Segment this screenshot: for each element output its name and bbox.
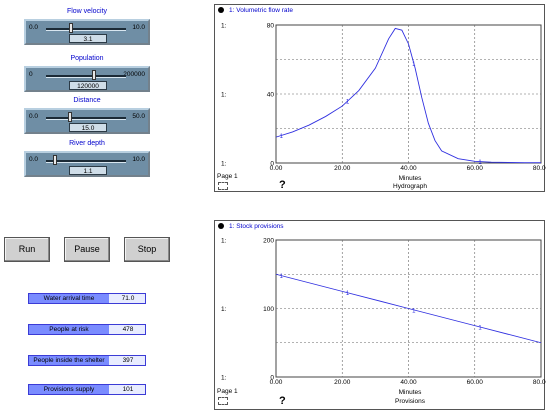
x-axis-unit: Minutes [398,175,422,182]
x-tick-label: 20.00 [334,379,351,386]
x-tick-label: 80.00 [533,165,546,172]
series-marker: 1 [280,134,284,140]
stop-button[interactable]: Stop [124,237,170,262]
graph-caption: Hydrograph [393,183,427,190]
meter-value: 71.0 [121,295,135,302]
slider-min: 0.0 [29,24,39,31]
series-line [275,273,542,344]
hydrograph-chart: 0.00 20.00 40.00 60.00 80.00 0 1: 40 1: 80 1: 1 1 1 1 [221,23,546,173]
slider-thumb[interactable] [52,155,57,165]
river-depth-value[interactable]: 1.1 [69,166,107,175]
slider-track[interactable] [46,75,126,78]
series-marker: 1 [412,308,416,314]
population-label: Population [70,55,104,62]
y-tick-label: 200 [263,238,274,245]
y-tick-label: 0 [270,375,274,382]
x-tick-label: 40.00 [400,165,417,172]
series-prefix-label: 1: [221,238,227,245]
series-prefix-label: 1: [221,161,227,168]
population-value[interactable]: 120000 [69,81,107,90]
distance-value[interactable]: 15.0 [69,123,107,132]
series-marker: 1 [280,274,284,280]
water-arrival-meter: Water arrival time 71.0 [28,293,146,304]
slider-min: 0.0 [29,156,39,163]
slider-thumb[interactable] [68,112,72,122]
x-tick-label: 0.00 [270,379,283,386]
series-prefix-label: 1: [221,92,227,99]
series-marker: 1 [478,160,482,166]
distance-slider[interactable]: 0.0 50.0 15.0 [24,108,150,134]
series-marker: 1 [346,100,350,106]
slider-max: 10.0 [132,156,145,163]
graph-caption: Provisions [395,398,425,405]
meter-label: People inside the shelter [29,356,109,365]
slider-max: 200000 [123,71,145,78]
x-tick-label: 20.00 [334,165,351,172]
flow-velocity-slider[interactable]: 0.0 10.0 3.1 [24,19,150,45]
run-button[interactable]: Run [4,237,50,262]
help-icon[interactable]: ? [279,395,286,407]
river-depth-slider[interactable]: 0.0 10.0 1.1 [24,151,150,177]
graph-title: 1: Stock provisions [218,223,284,230]
slider-track[interactable] [46,117,126,120]
series-prefix-label: 1: [221,23,227,30]
slider-max: 50.0 [132,113,145,120]
slider-track[interactable] [46,28,126,31]
meter-label: Water arrival time [29,294,109,303]
y-tick-label: 100 [263,306,274,313]
series-marker: 1 [412,62,416,68]
y-tick-label: 0 [270,161,274,168]
flow-velocity-label: Flow velocity [66,8,108,15]
provisions-panel: 0.00 20.00 40.00 60.00 80.00 0 1: 100 1: 200 1: 1 1 1… [214,220,546,410]
slider-thumb[interactable] [68,23,73,33]
x-tick-label: 0.00 [270,165,283,172]
page-turn-icon[interactable] [218,182,228,190]
people-at-risk-meter: People at risk 478 [28,324,146,335]
population-slider[interactable]: 0 200000 120000 [24,66,150,92]
page-label[interactable]: Page 1 [217,173,238,180]
meter-value: 478 [122,326,134,333]
provisions-title: 1: Stock provisions [229,223,284,230]
y-tick-label: 80 [267,23,275,30]
meter-label: Provisions supply [29,385,109,394]
graph-pin-icon[interactable] [218,223,224,229]
x-tick-label: 60.00 [467,165,484,172]
provisions-chart: 0.00 20.00 40.00 60.00 80.00 0 1: 100 1: 200 1: 1 1 1… [221,238,546,387]
series-prefix-label: 1: [221,375,227,382]
meter-value: 397 [122,357,134,364]
graph-title: 1: Volumetric flow rate [218,7,293,14]
slider-max: 10.0 [132,24,145,31]
distance-label: Distance [73,97,101,104]
hydrograph-title: 1: Volumetric flow rate [229,7,293,14]
slider-min: 0 [29,71,33,78]
flow-velocity-value[interactable]: 3.1 [69,34,107,43]
slider-track[interactable] [46,160,126,163]
x-tick-label: 40.00 [400,379,417,386]
series-prefix-label: 1: [221,306,227,313]
river-depth-label: River depth [69,140,105,147]
x-tick-label: 60.00 [467,379,484,386]
y-tick-label: 40 [267,92,275,99]
meter-value: 101 [122,386,134,393]
series-marker: 1 [478,325,482,331]
x-tick-label: 80.00 [533,379,546,386]
people-in-shelter-meter: People inside the shelter 397 [28,355,146,366]
help-icon[interactable]: ? [279,179,286,191]
meter-label: People at risk [29,325,109,334]
page-turn-icon[interactable] [218,397,228,405]
page-label[interactable]: Page 1 [217,388,238,395]
series-line [275,27,541,164]
pause-button[interactable]: Pause [64,237,110,262]
hydrograph-panel: 0.0020.0040.0060.0080.0001:401:801:1111 … [214,4,546,192]
provisions-supply-meter: Provisions supply 101 [28,384,146,395]
x-axis-unit: Minutes [398,389,422,396]
slider-min: 0.0 [29,113,39,120]
graph-pin-icon[interactable] [218,7,224,13]
series-marker: 1 [346,291,350,297]
slider-thumb[interactable] [92,70,96,80]
